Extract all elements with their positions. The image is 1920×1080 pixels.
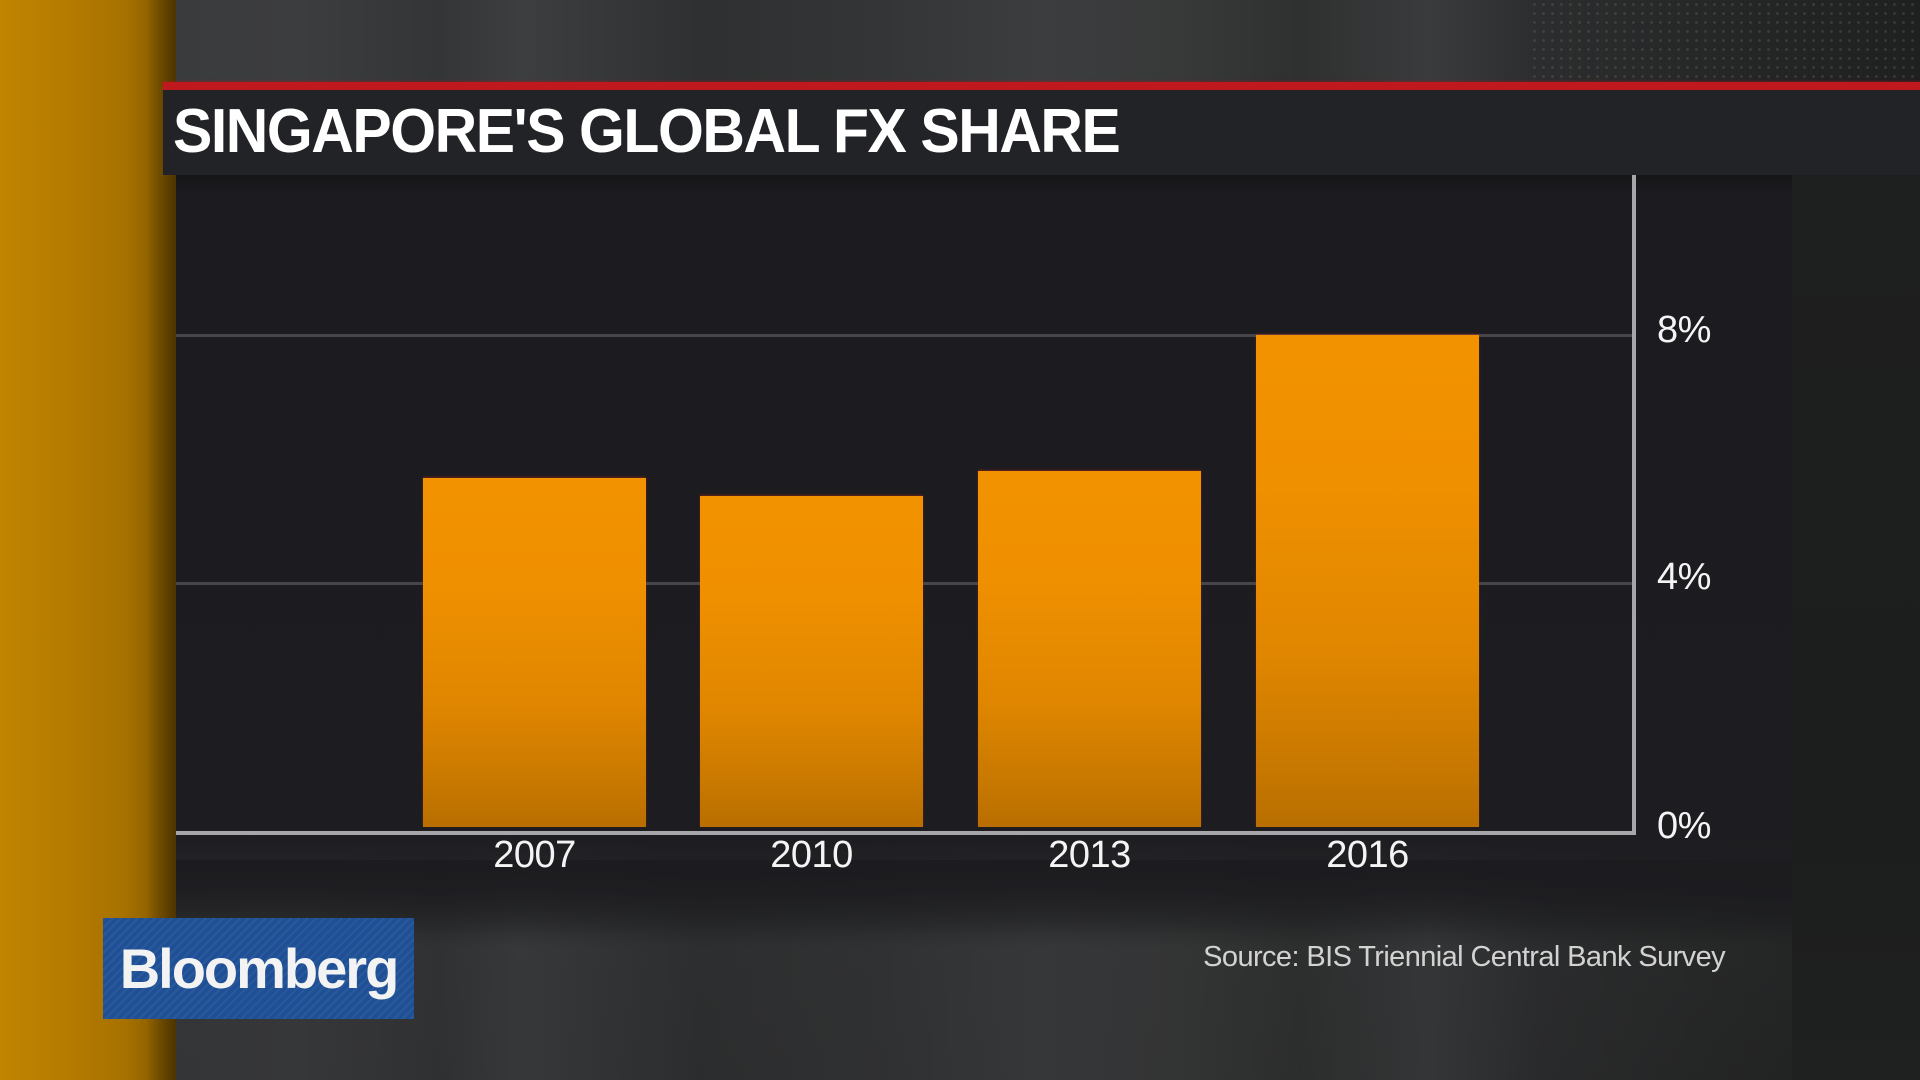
y-label-4-percent: 4% <box>1657 556 1711 598</box>
red-accent-line <box>163 82 1920 90</box>
bar-2016 <box>1256 335 1479 827</box>
x-label-2007: 2007 <box>493 834 576 876</box>
dot-texture <box>1530 0 1920 82</box>
orange-side-stripe <box>0 0 176 1080</box>
x-label-2010: 2010 <box>770 834 853 876</box>
bar-2013 <box>978 471 1201 827</box>
source-note: Source: BIS Triennial Central Bank Surve… <box>1203 941 1725 973</box>
gridline-8-percent <box>176 334 1632 337</box>
y-label-0-percent: 0% <box>1657 805 1711 847</box>
right-dark-strip <box>1792 175 1920 1080</box>
y-label-8-percent: 8% <box>1657 309 1711 351</box>
plot-area <box>176 175 1636 835</box>
chart-title: SINGAPORE'S GLOBAL FX SHARE <box>173 97 1121 166</box>
logo-text: Bloomberg <box>119 937 400 1000</box>
x-axis-line <box>176 831 1636 835</box>
title-band <box>163 90 1920 175</box>
bar-2010 <box>700 496 923 827</box>
y-axis-line <box>1632 175 1636 834</box>
bar-2007 <box>423 478 646 827</box>
bloomberg-logo: Bloomberg <box>103 918 414 1019</box>
x-label-2016: 2016 <box>1326 834 1409 876</box>
x-label-2013: 2013 <box>1048 834 1131 876</box>
title-header: SINGAPORE'S GLOBAL FX SHARE <box>163 82 1920 175</box>
